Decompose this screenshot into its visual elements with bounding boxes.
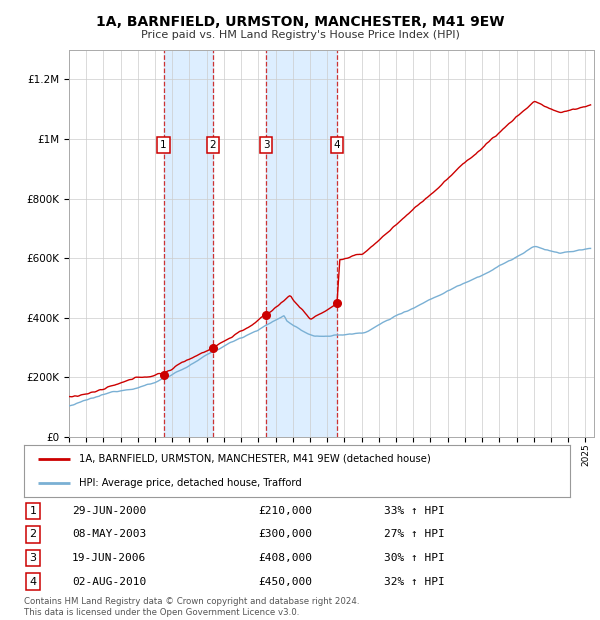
Text: 02-AUG-2010: 02-AUG-2010 <box>72 577 146 587</box>
Text: £408,000: £408,000 <box>258 553 312 563</box>
Text: 19-JUN-2006: 19-JUN-2006 <box>72 553 146 563</box>
Text: 08-MAY-2003: 08-MAY-2003 <box>72 529 146 539</box>
Text: 30% ↑ HPI: 30% ↑ HPI <box>384 553 445 563</box>
Text: 2: 2 <box>209 140 216 150</box>
Text: 27% ↑ HPI: 27% ↑ HPI <box>384 529 445 539</box>
Text: 4: 4 <box>29 577 37 587</box>
Text: 3: 3 <box>263 140 269 150</box>
Text: 1: 1 <box>29 506 37 516</box>
Text: £210,000: £210,000 <box>258 506 312 516</box>
Text: £450,000: £450,000 <box>258 577 312 587</box>
Text: Price paid vs. HM Land Registry's House Price Index (HPI): Price paid vs. HM Land Registry's House … <box>140 30 460 40</box>
Text: 29-JUN-2000: 29-JUN-2000 <box>72 506 146 516</box>
Text: £300,000: £300,000 <box>258 529 312 539</box>
Text: 32% ↑ HPI: 32% ↑ HPI <box>384 577 445 587</box>
Text: HPI: Average price, detached house, Trafford: HPI: Average price, detached house, Traf… <box>79 478 301 488</box>
Text: 33% ↑ HPI: 33% ↑ HPI <box>384 506 445 516</box>
Text: 1: 1 <box>160 140 167 150</box>
Text: 4: 4 <box>334 140 340 150</box>
Text: 3: 3 <box>29 553 37 563</box>
Text: 2: 2 <box>29 529 37 539</box>
Text: This data is licensed under the Open Government Licence v3.0.: This data is licensed under the Open Gov… <box>24 608 299 617</box>
Text: 1A, BARNFIELD, URMSTON, MANCHESTER, M41 9EW (detached house): 1A, BARNFIELD, URMSTON, MANCHESTER, M41 … <box>79 454 430 464</box>
Bar <box>266 50 337 437</box>
Text: Contains HM Land Registry data © Crown copyright and database right 2024.: Contains HM Land Registry data © Crown c… <box>24 597 359 606</box>
Bar <box>163 50 213 437</box>
Text: 1A, BARNFIELD, URMSTON, MANCHESTER, M41 9EW: 1A, BARNFIELD, URMSTON, MANCHESTER, M41 … <box>96 16 504 30</box>
